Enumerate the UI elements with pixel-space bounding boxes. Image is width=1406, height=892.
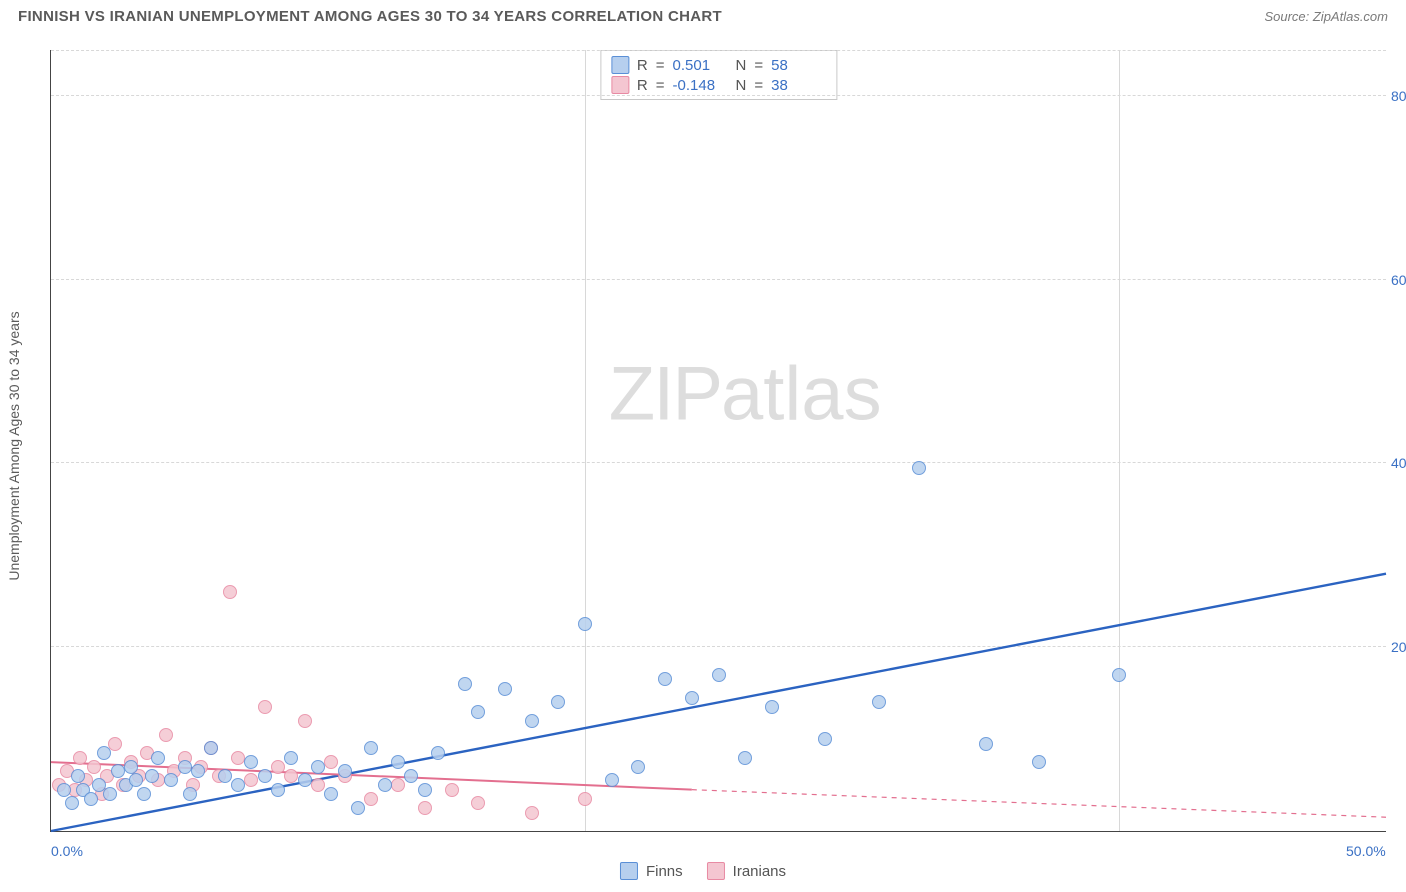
data-point: [298, 773, 312, 787]
data-point: [218, 769, 232, 783]
x-tick-label: 0.0%: [51, 843, 83, 859]
data-point: [872, 695, 886, 709]
data-point: [145, 769, 159, 783]
data-point: [364, 792, 378, 806]
data-point: [738, 751, 752, 765]
data-point: [498, 682, 512, 696]
data-point: [471, 796, 485, 810]
data-point: [183, 787, 197, 801]
data-point: [605, 773, 619, 787]
data-point: [204, 741, 218, 755]
data-point: [391, 755, 405, 769]
data-point: [979, 737, 993, 751]
y-tick-label: 40.0%: [1391, 455, 1406, 471]
data-point: [231, 751, 245, 765]
data-point: [1032, 755, 1046, 769]
data-point: [364, 741, 378, 755]
data-point: [84, 792, 98, 806]
data-point: [244, 755, 258, 769]
data-point: [311, 778, 325, 792]
source-label: Source: ZipAtlas.com: [1264, 9, 1388, 24]
data-point: [244, 773, 258, 787]
data-point: [471, 705, 485, 719]
data-point: [124, 760, 138, 774]
data-point: [223, 585, 237, 599]
y-axis-label: Unemployment Among Ages 30 to 34 years: [6, 311, 22, 580]
legend-swatch-finns: [620, 862, 638, 880]
data-point: [445, 783, 459, 797]
data-point: [258, 700, 272, 714]
legend-swatch-iranians: [707, 862, 725, 880]
data-point: [712, 668, 726, 682]
legend-label-finns: Finns: [646, 863, 683, 880]
y-tick-label: 60.0%: [1391, 272, 1406, 288]
data-point: [458, 677, 472, 691]
legend-label-iranians: Iranians: [733, 863, 786, 880]
data-point: [258, 769, 272, 783]
data-point: [1112, 668, 1126, 682]
legend-item-finns: Finns: [620, 862, 683, 880]
data-point: [271, 783, 285, 797]
data-point: [298, 714, 312, 728]
data-point: [284, 751, 298, 765]
data-point: [418, 783, 432, 797]
data-point: [631, 760, 645, 774]
y-tick-label: 20.0%: [1391, 639, 1406, 655]
data-point: [351, 801, 365, 815]
data-point: [525, 714, 539, 728]
chart-plot-area: ZIPatlas R = 0.501 N = 58 R = -0.148 N =…: [50, 50, 1386, 832]
data-point: [159, 728, 173, 742]
data-point: [129, 773, 143, 787]
source-name: ZipAtlas.com: [1313, 9, 1388, 24]
data-point: [103, 787, 117, 801]
data-point: [164, 773, 178, 787]
data-point: [284, 769, 298, 783]
data-point: [578, 617, 592, 631]
source-prefix: Source:: [1264, 9, 1312, 24]
data-point: [231, 778, 245, 792]
chart-title: FINNISH VS IRANIAN UNEMPLOYMENT AMONG AG…: [18, 8, 722, 25]
data-point: [111, 764, 125, 778]
data-point: [818, 732, 832, 746]
data-point: [685, 691, 699, 705]
data-point: [57, 783, 71, 797]
data-point: [658, 672, 672, 686]
data-point: [191, 764, 205, 778]
data-point: [391, 778, 405, 792]
data-point: [404, 769, 418, 783]
header: FINNISH VS IRANIAN UNEMPLOYMENT AMONG AG…: [0, 0, 1406, 29]
data-point: [324, 787, 338, 801]
x-tick-label: 50.0%: [1346, 843, 1386, 859]
y-tick-label: 80.0%: [1391, 88, 1406, 104]
legend-item-iranians: Iranians: [707, 862, 786, 880]
legend: Finns Iranians: [620, 862, 786, 880]
data-point: [87, 760, 101, 774]
data-point: [73, 751, 87, 765]
data-point: [912, 461, 926, 475]
data-point: [578, 792, 592, 806]
data-point: [137, 787, 151, 801]
data-point: [97, 746, 111, 760]
data-point: [431, 746, 445, 760]
data-point: [65, 796, 79, 810]
data-point: [311, 760, 325, 774]
trend-lines: [51, 50, 1386, 831]
plot-region: ZIPatlas R = 0.501 N = 58 R = -0.148 N =…: [50, 50, 1386, 832]
data-point: [765, 700, 779, 714]
data-point: [71, 769, 85, 783]
data-point: [378, 778, 392, 792]
data-point: [178, 760, 192, 774]
data-point: [338, 764, 352, 778]
data-point: [551, 695, 565, 709]
data-point: [525, 806, 539, 820]
data-point: [151, 751, 165, 765]
data-point: [418, 801, 432, 815]
data-point: [271, 760, 285, 774]
data-point: [324, 755, 338, 769]
